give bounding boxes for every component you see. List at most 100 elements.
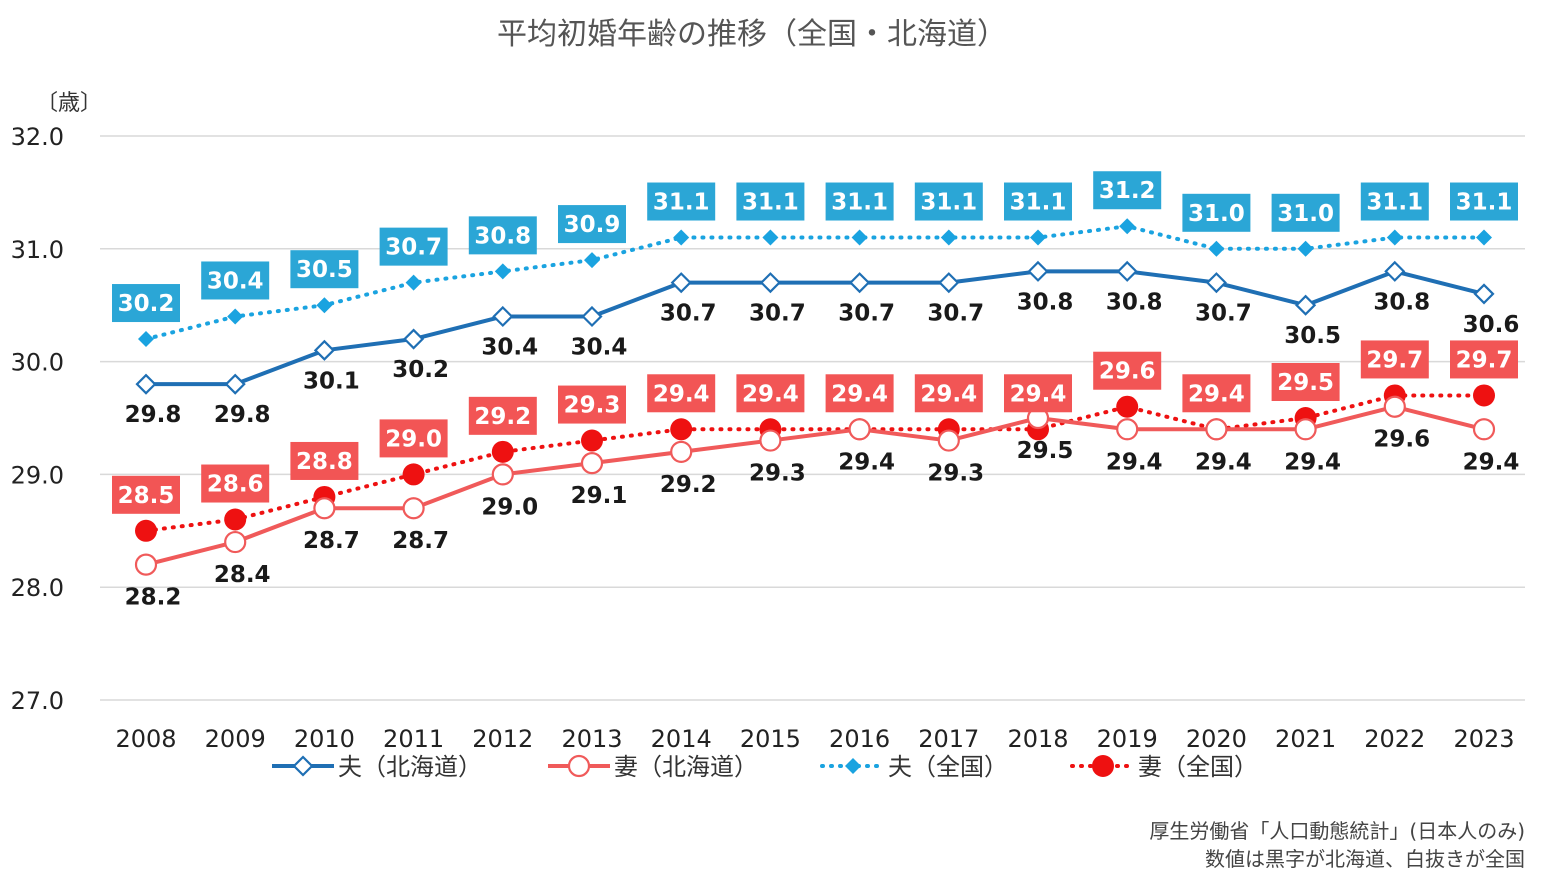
data-label-box: 31.1 <box>736 182 805 221</box>
chart-title: 平均初婚年齢の推移（全国・北海道） <box>497 17 1007 52</box>
data-label: 28.7 <box>392 528 449 554</box>
legend-marker <box>845 758 861 774</box>
data-point <box>1472 418 1496 441</box>
data-point <box>224 530 247 554</box>
data-label-box: 28.8 <box>290 441 359 480</box>
data-label: 29.1 <box>571 483 628 509</box>
x-tick-label: 2022 <box>1364 725 1425 753</box>
data-label: 30.7 <box>838 301 895 327</box>
label-box-bg <box>379 227 448 266</box>
data-point <box>673 229 690 246</box>
series-line-3 <box>144 393 1486 533</box>
source-line: 厚生労働省「人口動態統計」(日本人のみ) <box>1149 819 1525 843</box>
label-box-bg <box>112 475 180 514</box>
data-label: 31.1 <box>831 190 888 216</box>
data-point <box>849 272 871 294</box>
data-label: 28.6 <box>207 472 264 498</box>
label-box-bg <box>736 182 805 221</box>
data-point <box>134 553 158 576</box>
data-point <box>1476 229 1492 246</box>
data-label: 31.1 <box>1456 190 1513 216</box>
data-label: 31.1 <box>920 190 977 216</box>
data-label: 29.8 <box>125 402 182 428</box>
data-point <box>135 519 157 542</box>
data-point <box>1030 229 1046 246</box>
label-box-bg <box>1360 340 1429 379</box>
x-tick-label: 2009 <box>205 725 266 753</box>
data-point <box>316 297 333 314</box>
series-markers <box>134 218 1496 576</box>
data-labels: 29.8 29.8 30.1 30.2 30.4 30.4 30.7 30.7 30.7 30.7… <box>112 171 1520 611</box>
x-tick-label: 2018 <box>1007 725 1068 753</box>
x-tick-label: 2011 <box>383 725 444 753</box>
x-tick-label: 2014 <box>651 725 712 753</box>
data-label-box: 29.4 <box>1182 374 1251 413</box>
data-label: 30.5 <box>1284 323 1341 349</box>
data-label: 30.4 <box>207 268 264 294</box>
data-label: 29.2 <box>474 404 531 430</box>
data-point <box>940 229 957 246</box>
data-label: 29.7 <box>1456 347 1513 373</box>
label-box-bg <box>558 385 626 424</box>
data-label-box: 31.1 <box>825 182 894 221</box>
data-label: 30.4 <box>571 334 628 360</box>
y-tick-label: 28.0 <box>11 574 64 602</box>
y-tick-label: 27.0 <box>11 687 64 715</box>
label-box-bg <box>1182 193 1251 232</box>
legend-marker <box>567 754 591 778</box>
label-box-bg <box>1360 182 1429 221</box>
data-point <box>1383 395 1406 418</box>
legend-label: 妻（全国） <box>1138 753 1258 781</box>
data-label: 29.4 <box>1284 449 1341 475</box>
y-tick-label: 32.0 <box>11 123 64 151</box>
data-label-box: 31.1 <box>914 182 983 221</box>
series-line-0 <box>146 269 1485 387</box>
data-point <box>848 418 871 441</box>
data-label-box: 30.9 <box>558 205 626 244</box>
legend-item-3: 妻（全国） <box>1070 753 1258 781</box>
source-note: 厚生労働省「人口動態統計」(日本人のみ) 数値は黒字が北海道、白抜きが全国 <box>1149 819 1525 871</box>
label-box-bg <box>379 419 448 458</box>
data-label: 29.4 <box>1195 449 1252 475</box>
data-label-box: 31.2 <box>1093 171 1162 210</box>
data-label: 30.8 <box>474 223 531 249</box>
data-point <box>1116 395 1139 418</box>
data-label: 30.2 <box>392 357 449 383</box>
label-box-bg <box>914 374 983 413</box>
data-label-box: 30.8 <box>468 216 537 255</box>
label-box-bg <box>1271 363 1340 401</box>
label-box-bg <box>647 374 716 413</box>
data-point <box>1116 260 1138 282</box>
label-box-bg <box>468 396 537 435</box>
data-label: 30.8 <box>1373 289 1430 315</box>
label-box-bg <box>1450 340 1518 379</box>
label-box-bg <box>825 182 894 221</box>
series-line-1 <box>145 404 1485 567</box>
x-tick-label: 2017 <box>918 725 979 753</box>
label-box-bg <box>1182 374 1251 413</box>
data-point <box>1208 240 1225 257</box>
data-label-box: 29.5 <box>1271 363 1340 401</box>
x-tick-label: 2016 <box>829 725 890 753</box>
y-tick-label: 31.0 <box>11 236 64 264</box>
label-box-bg <box>201 464 270 503</box>
legend-label: 夫（北海道） <box>338 753 482 781</box>
data-point <box>224 373 246 395</box>
data-point <box>491 463 514 486</box>
data-point <box>405 274 422 291</box>
data-label: 31.1 <box>1010 190 1067 216</box>
data-label: 30.6 <box>1463 312 1520 338</box>
data-label: 30.2 <box>118 291 175 317</box>
data-label: 29.3 <box>564 393 621 419</box>
data-point <box>1205 272 1227 294</box>
data-point <box>1473 384 1495 407</box>
legend-marker <box>292 755 314 777</box>
data-label: 29.6 <box>1373 427 1430 453</box>
data-point <box>759 429 782 452</box>
data-point <box>759 272 781 294</box>
data-label: 29.3 <box>749 461 806 487</box>
data-point <box>402 463 425 486</box>
data-label: 30.7 <box>1195 301 1252 327</box>
x-tick-label: 2008 <box>115 725 176 753</box>
legend: 夫（北海道） 妻（北海道） 夫（全国） 妻（全国） <box>272 753 1258 781</box>
